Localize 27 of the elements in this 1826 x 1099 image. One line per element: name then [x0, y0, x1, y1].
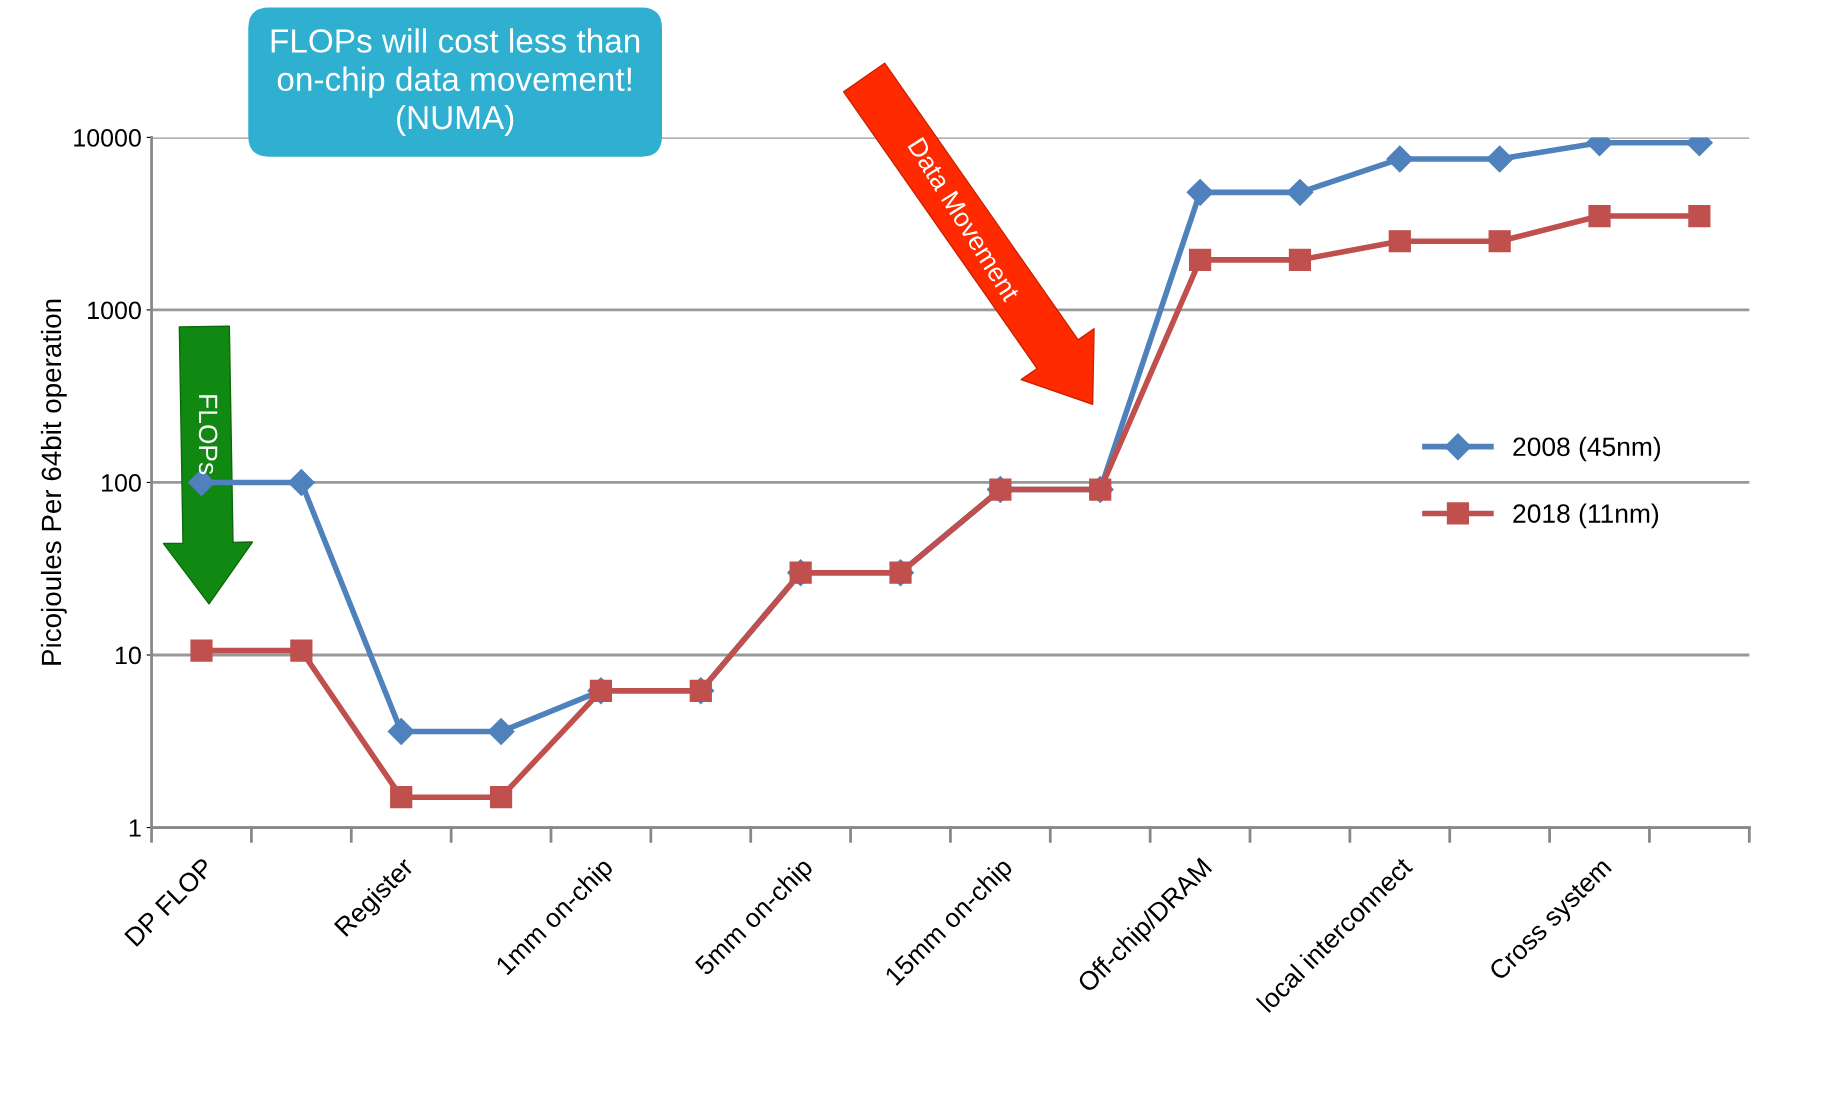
point	[190, 639, 213, 662]
legend-label: 2018 (11nm)	[1513, 503, 1659, 529]
point	[387, 718, 415, 746]
annotation: FLOPs	[198, 395, 218, 475]
y-tick-label: 1000	[88, 301, 141, 320]
point	[1688, 204, 1711, 228]
point	[390, 786, 413, 809]
point	[1388, 230, 1411, 253]
point	[1588, 204, 1611, 228]
point	[489, 786, 513, 809]
y-tick-label: 10	[115, 646, 141, 665]
point	[1286, 178, 1314, 206]
y-tick-label: 100	[102, 474, 141, 492]
text: FLOPs will cost less than on-chip data movement! (NUMA)	[271, 28, 640, 136]
point	[1386, 145, 1414, 173]
legend-label: 2008 (45nm)	[1513, 436, 1661, 462]
y-tick-label: 10000	[74, 128, 141, 147]
point	[287, 468, 315, 496]
y-tick-label: 1	[129, 819, 141, 837]
point	[487, 718, 515, 746]
point	[1188, 248, 1212, 271]
point	[1186, 178, 1214, 206]
point	[1486, 145, 1514, 173]
point	[1488, 230, 1511, 253]
point	[1288, 248, 1312, 271]
point	[290, 639, 313, 662]
y-axis-title: Picojoules Per 64bit operation	[40, 299, 67, 665]
